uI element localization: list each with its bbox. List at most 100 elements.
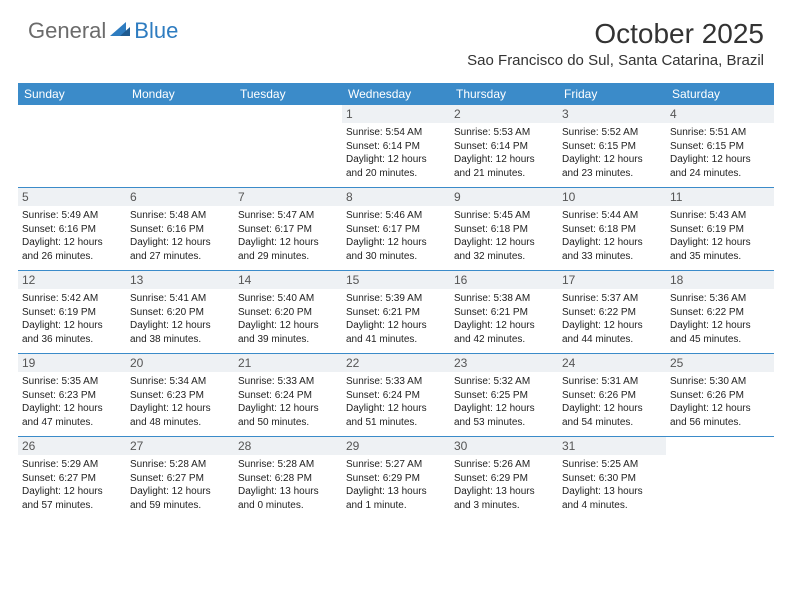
- day-number: 18: [666, 271, 774, 289]
- day-detail-line: and 44 minutes.: [562, 333, 662, 347]
- day-cell: 12Sunrise: 5:42 AMSunset: 6:19 PMDayligh…: [18, 271, 126, 353]
- day-detail-line: Sunrise: 5:31 AM: [562, 375, 662, 389]
- day-cell: 16Sunrise: 5:38 AMSunset: 6:21 PMDayligh…: [450, 271, 558, 353]
- day-detail-line: Sunrise: 5:25 AM: [562, 458, 662, 472]
- day-cell: 3Sunrise: 5:52 AMSunset: 6:15 PMDaylight…: [558, 105, 666, 187]
- day-cell: 23Sunrise: 5:32 AMSunset: 6:25 PMDayligh…: [450, 354, 558, 436]
- day-cell: 18Sunrise: 5:36 AMSunset: 6:22 PMDayligh…: [666, 271, 774, 353]
- day-detail-line: Sunset: 6:18 PM: [454, 223, 554, 237]
- day-detail-line: Sunset: 6:25 PM: [454, 389, 554, 403]
- day-cell: 15Sunrise: 5:39 AMSunset: 6:21 PMDayligh…: [342, 271, 450, 353]
- day-detail-line: Daylight: 12 hours: [670, 236, 770, 250]
- day-detail-line: Sunset: 6:14 PM: [346, 140, 446, 154]
- day-cell: 26Sunrise: 5:29 AMSunset: 6:27 PMDayligh…: [18, 437, 126, 519]
- day-detail-line: and 3 minutes.: [454, 499, 554, 513]
- day-detail-line: Sunrise: 5:52 AM: [562, 126, 662, 140]
- week-row: 12Sunrise: 5:42 AMSunset: 6:19 PMDayligh…: [18, 270, 774, 353]
- day-cell: 13Sunrise: 5:41 AMSunset: 6:20 PMDayligh…: [126, 271, 234, 353]
- day-detail-line: Daylight: 12 hours: [346, 402, 446, 416]
- day-detail-line: Sunset: 6:26 PM: [670, 389, 770, 403]
- dow-cell: Tuesday: [234, 83, 342, 105]
- weeks-container: 1Sunrise: 5:54 AMSunset: 6:14 PMDaylight…: [18, 105, 774, 519]
- day-cell: 25Sunrise: 5:30 AMSunset: 6:26 PMDayligh…: [666, 354, 774, 436]
- day-detail-line: Sunrise: 5:36 AM: [670, 292, 770, 306]
- day-number: 17: [558, 271, 666, 289]
- day-detail-line: Sunset: 6:30 PM: [562, 472, 662, 486]
- logo-text-blue: Blue: [134, 18, 178, 44]
- day-number: 28: [234, 437, 342, 455]
- day-detail-line: and 32 minutes.: [454, 250, 554, 264]
- day-cell: 29Sunrise: 5:27 AMSunset: 6:29 PMDayligh…: [342, 437, 450, 519]
- day-number: 21: [234, 354, 342, 372]
- day-detail-line: and 24 minutes.: [670, 167, 770, 181]
- day-detail-line: and 50 minutes.: [238, 416, 338, 430]
- day-detail-line: and 47 minutes.: [22, 416, 122, 430]
- day-detail-line: Daylight: 12 hours: [22, 319, 122, 333]
- day-detail-line: Sunset: 6:14 PM: [454, 140, 554, 154]
- day-detail-line: Daylight: 12 hours: [346, 153, 446, 167]
- day-detail-line: and 27 minutes.: [130, 250, 230, 264]
- day-cell: 28Sunrise: 5:28 AMSunset: 6:28 PMDayligh…: [234, 437, 342, 519]
- day-number: 13: [126, 271, 234, 289]
- day-detail-line: Sunset: 6:16 PM: [22, 223, 122, 237]
- day-cell: 19Sunrise: 5:35 AMSunset: 6:23 PMDayligh…: [18, 354, 126, 436]
- day-number: 9: [450, 188, 558, 206]
- day-cell: 11Sunrise: 5:43 AMSunset: 6:19 PMDayligh…: [666, 188, 774, 270]
- day-cell: 30Sunrise: 5:26 AMSunset: 6:29 PMDayligh…: [450, 437, 558, 519]
- day-detail-line: and 48 minutes.: [130, 416, 230, 430]
- day-number: 12: [18, 271, 126, 289]
- day-number: 24: [558, 354, 666, 372]
- day-detail-line: Sunrise: 5:41 AM: [130, 292, 230, 306]
- day-detail-line: Sunrise: 5:40 AM: [238, 292, 338, 306]
- day-detail-line: Sunrise: 5:39 AM: [346, 292, 446, 306]
- day-number: 22: [342, 354, 450, 372]
- day-detail-line: and 1 minute.: [346, 499, 446, 513]
- day-detail-line: Sunset: 6:28 PM: [238, 472, 338, 486]
- day-number: 15: [342, 271, 450, 289]
- day-detail-line: Sunrise: 5:33 AM: [346, 375, 446, 389]
- day-detail-line: Sunrise: 5:35 AM: [22, 375, 122, 389]
- day-detail-line: and 42 minutes.: [454, 333, 554, 347]
- day-detail-line: Daylight: 12 hours: [130, 485, 230, 499]
- day-detail-line: Sunset: 6:27 PM: [130, 472, 230, 486]
- day-cell: 17Sunrise: 5:37 AMSunset: 6:22 PMDayligh…: [558, 271, 666, 353]
- logo-text-general: General: [28, 18, 106, 44]
- day-number: [126, 105, 234, 123]
- day-detail-line: Daylight: 12 hours: [130, 236, 230, 250]
- day-detail-line: and 20 minutes.: [346, 167, 446, 181]
- dow-cell: Thursday: [450, 83, 558, 105]
- dow-cell: Friday: [558, 83, 666, 105]
- day-detail-line: Sunset: 6:22 PM: [562, 306, 662, 320]
- day-detail-line: Daylight: 12 hours: [130, 319, 230, 333]
- day-detail-line: and 45 minutes.: [670, 333, 770, 347]
- day-cell: 9Sunrise: 5:45 AMSunset: 6:18 PMDaylight…: [450, 188, 558, 270]
- day-detail-line: and 36 minutes.: [22, 333, 122, 347]
- day-detail-line: Sunset: 6:15 PM: [670, 140, 770, 154]
- day-detail-line: Sunrise: 5:46 AM: [346, 209, 446, 223]
- day-detail-line: Sunrise: 5:42 AM: [22, 292, 122, 306]
- day-detail-line: and 41 minutes.: [346, 333, 446, 347]
- day-detail-line: Daylight: 12 hours: [670, 153, 770, 167]
- day-detail-line: and 56 minutes.: [670, 416, 770, 430]
- day-detail-line: and 51 minutes.: [346, 416, 446, 430]
- dow-cell: Monday: [126, 83, 234, 105]
- day-detail-line: Sunset: 6:23 PM: [130, 389, 230, 403]
- day-detail-line: Sunrise: 5:38 AM: [454, 292, 554, 306]
- day-number: [666, 437, 774, 455]
- day-detail-line: Sunrise: 5:49 AM: [22, 209, 122, 223]
- day-cell: 10Sunrise: 5:44 AMSunset: 6:18 PMDayligh…: [558, 188, 666, 270]
- day-cell: 8Sunrise: 5:46 AMSunset: 6:17 PMDaylight…: [342, 188, 450, 270]
- day-detail-line: Daylight: 12 hours: [562, 236, 662, 250]
- day-number: 11: [666, 188, 774, 206]
- day-detail-line: and 21 minutes.: [454, 167, 554, 181]
- day-detail-line: Sunrise: 5:34 AM: [130, 375, 230, 389]
- day-number: 27: [126, 437, 234, 455]
- day-detail-line: Daylight: 12 hours: [22, 236, 122, 250]
- page-header: General Blue October 2025 Sao Francisco …: [0, 0, 792, 73]
- day-cell: 20Sunrise: 5:34 AMSunset: 6:23 PMDayligh…: [126, 354, 234, 436]
- logo: General Blue: [28, 18, 178, 44]
- day-detail-line: Sunrise: 5:47 AM: [238, 209, 338, 223]
- day-detail-line: Sunset: 6:22 PM: [670, 306, 770, 320]
- day-detail-line: Daylight: 12 hours: [238, 236, 338, 250]
- day-detail-line: Sunrise: 5:54 AM: [346, 126, 446, 140]
